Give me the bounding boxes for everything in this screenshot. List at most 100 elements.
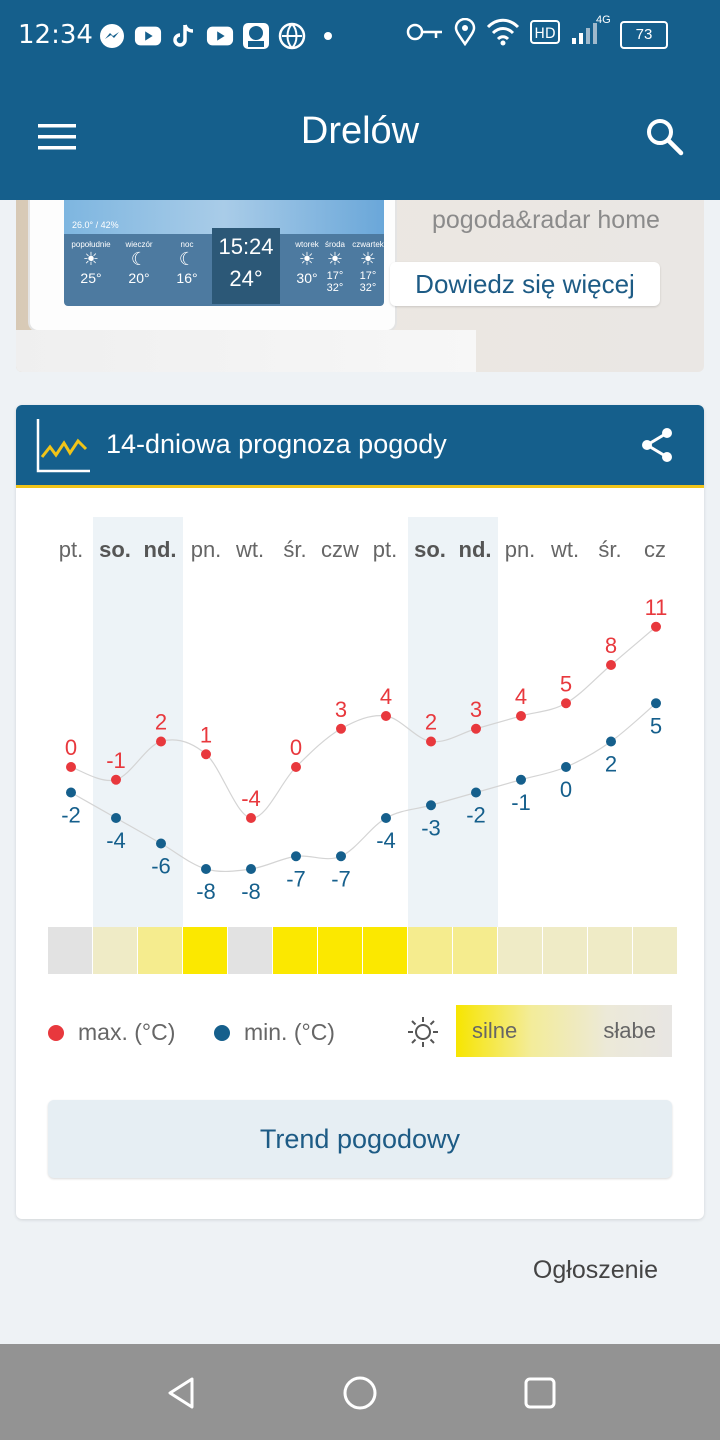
sun-intensity-cell xyxy=(633,927,677,974)
youtube-icon-2 xyxy=(206,22,234,50)
day-label: śr. xyxy=(598,537,622,562)
min-value-label: 5 xyxy=(650,713,662,738)
min-point xyxy=(471,787,481,798)
min-value-label: -8 xyxy=(241,879,261,904)
max-point xyxy=(246,813,256,823)
signal-icon: 4G xyxy=(570,14,611,51)
min-value-label: 2 xyxy=(605,752,617,777)
weekend-band xyxy=(93,517,183,927)
banner-shelf xyxy=(16,330,476,372)
max-point xyxy=(66,762,76,772)
tiktok-icon xyxy=(170,22,198,50)
min-value-label: -2 xyxy=(61,803,81,828)
day-label: pn. xyxy=(504,537,536,562)
max-value-label: 4 xyxy=(515,684,527,709)
min-point xyxy=(516,774,526,785)
max-point xyxy=(156,736,166,747)
banner-device-image: 26.0° / 42% popołudnie ☀ 25° wieczór ☾ 20° n… xyxy=(28,200,397,332)
max-point xyxy=(561,698,571,709)
max-point xyxy=(606,660,616,670)
min-dot-icon xyxy=(214,1024,230,1041)
globe-icon xyxy=(278,22,306,50)
device-cell: popołudnie ☀ 25° xyxy=(68,240,114,302)
max-value-label: 8 xyxy=(605,633,617,658)
device-cell-temp: 30° xyxy=(296,270,318,286)
min-point xyxy=(426,800,436,811)
hd-icon: HD xyxy=(530,20,560,49)
day-label: so. xyxy=(99,537,131,562)
page-title: Drelów xyxy=(300,110,420,152)
search-icon[interactable] xyxy=(644,116,684,156)
max-value-label: 5 xyxy=(560,671,572,696)
moon-icon: ☾ xyxy=(178,249,196,269)
min-value-label: -7 xyxy=(331,866,351,891)
min-point xyxy=(651,698,661,709)
sun-intensity-cell xyxy=(228,927,272,974)
sun-intensity-cell xyxy=(138,927,182,974)
status-bar: 12:34 HD 4G 73 xyxy=(0,0,720,72)
max-value-label: 11 xyxy=(645,595,668,620)
sun-intensity-scale: silne słabe xyxy=(456,1005,672,1057)
min-point xyxy=(201,864,211,874)
forecast-card: 14-dniowa prognoza pogody pt. so. nd. pn… xyxy=(16,405,704,1219)
max-value-label: 0 xyxy=(290,735,302,760)
max-value-label: 4 xyxy=(380,684,392,709)
max-value-label: 2 xyxy=(155,710,167,735)
min-value-label: -2 xyxy=(466,803,486,828)
device-cell-temp: 16° xyxy=(176,270,198,286)
menu-icon[interactable] xyxy=(38,122,76,152)
min-point xyxy=(336,851,346,862)
status-time: 12:34 xyxy=(18,20,93,50)
sun-intensity-cell xyxy=(273,927,317,974)
device-cell-day: popołudnie xyxy=(71,240,111,249)
max-value-label: 2 xyxy=(425,710,437,735)
device-cell: wtorek ☀ 30° xyxy=(284,240,330,302)
forecast-title: 14-dniowa prognoza pogody xyxy=(106,429,447,459)
min-value-label: -7 xyxy=(286,866,306,891)
min-point xyxy=(111,813,121,823)
sun-intensity-cell xyxy=(408,927,452,974)
system-nav-bar xyxy=(0,1344,720,1440)
back-icon[interactable] xyxy=(162,1374,200,1412)
device-cell-day: czwartek xyxy=(352,240,384,249)
recents-icon[interactable] xyxy=(521,1374,559,1412)
sun-icon: ☀ xyxy=(359,249,377,269)
location-icon xyxy=(454,17,476,51)
sun-intensity-cell xyxy=(183,927,227,974)
battery-level: 73 xyxy=(635,26,653,43)
sun-intensity-cell xyxy=(318,927,362,974)
sun-cloud-icon: ☀ xyxy=(82,249,100,269)
chart-icon xyxy=(36,419,90,473)
max-point xyxy=(516,711,526,721)
scale-strong-label: silne xyxy=(472,1018,518,1043)
share-icon[interactable] xyxy=(640,427,674,463)
day-label: pt. xyxy=(372,537,398,562)
app-bar: Drelów xyxy=(0,72,720,200)
scale-weak-label: słabe xyxy=(603,1018,656,1043)
moon-icon: ☾ xyxy=(130,249,148,269)
home-icon[interactable] xyxy=(341,1374,379,1412)
system-icons: HD 4G 73 xyxy=(406,14,668,51)
max-point xyxy=(381,711,391,721)
learn-more-button[interactable]: Dowiedz się więcej xyxy=(390,262,660,306)
sun-icon: ☀ xyxy=(326,249,344,269)
forecast-chart: pt. so. nd. pn. wt. śr. czw pt. so. nd. … xyxy=(16,485,704,1005)
device-cell-day: wieczór xyxy=(125,240,153,249)
sun-intensity-cell xyxy=(453,927,497,974)
device-cell-day: noc xyxy=(180,240,194,249)
min-point xyxy=(606,736,616,747)
banner-brand: pogoda&radar home xyxy=(432,206,660,234)
trend-button[interactable]: Trend pogodowy xyxy=(48,1100,672,1178)
max-value-label: -1 xyxy=(106,748,126,773)
day-label: pt. xyxy=(58,537,84,562)
ad-banner[interactable]: 26.0° / 42% popołudnie ☀ 25° wieczór ☾ 20° n… xyxy=(16,200,704,372)
device-header: 26.0° / 42% xyxy=(72,220,119,230)
legend-min-label: min. (°C) xyxy=(244,1019,335,1045)
day-label: czw xyxy=(321,537,359,562)
day-label: cz xyxy=(644,537,666,562)
device-cell: czwartek ☀ 17° 32° xyxy=(352,240,384,302)
min-value-label: -1 xyxy=(511,790,531,815)
device-cell: wieczór ☾ 20° xyxy=(116,240,162,302)
legend-max-label: max. (°C) xyxy=(78,1019,176,1045)
forecast-card-header: 14-dniowa prognoza pogody xyxy=(16,405,704,488)
